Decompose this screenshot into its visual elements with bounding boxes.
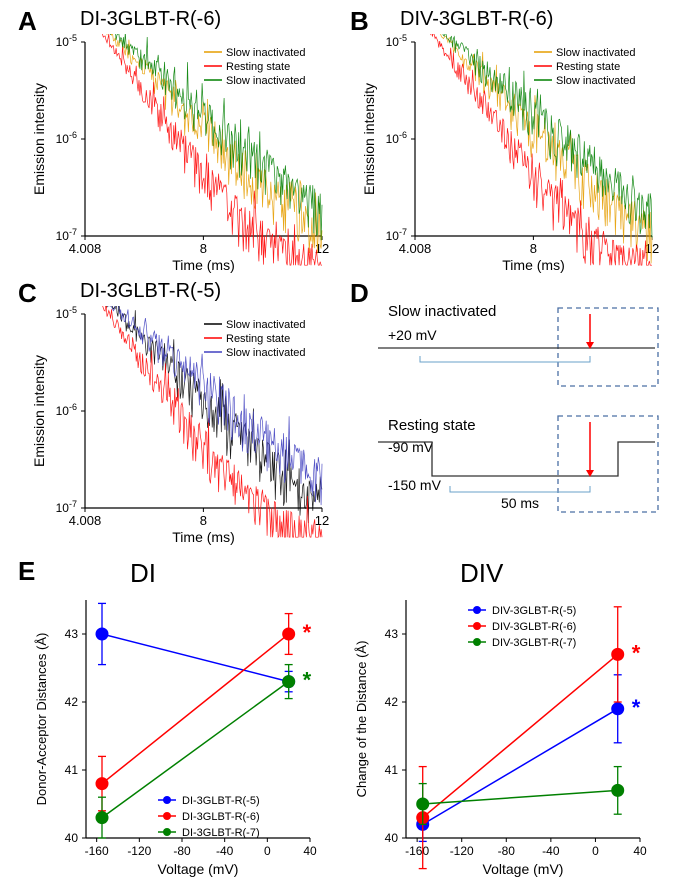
svg-text:*: * xyxy=(303,620,312,645)
svg-text:40: 40 xyxy=(633,844,647,858)
panel-c-title: DI-3GLBT-R(-5) xyxy=(80,280,221,303)
panel-label-e: E xyxy=(18,556,35,587)
svg-text:Time (ms): Time (ms) xyxy=(172,529,234,545)
svg-text:-40: -40 xyxy=(216,844,234,858)
svg-text:4.008: 4.008 xyxy=(69,241,102,256)
svg-text:-120: -120 xyxy=(127,844,151,858)
svg-text:DI-3GLBT-R(-6): DI-3GLBT-R(-6) xyxy=(182,811,260,823)
svg-text:DI-3GLBT-R(-7): DI-3GLBT-R(-7) xyxy=(182,827,260,839)
svg-text:8: 8 xyxy=(200,241,207,256)
svg-text:42: 42 xyxy=(65,695,79,709)
distance-chart-div: -160 -120 -80 -40 0 40 40 41 42 43 Voltage (mV) Cha… xyxy=(350,590,660,880)
panel-e-title-right: DIV xyxy=(460,558,503,589)
svg-text:Slow inactivated: Slow inactivated xyxy=(226,75,306,87)
panel-e-title-left: DI xyxy=(130,558,156,589)
svg-text:Emission intensity: Emission intensity xyxy=(31,83,47,195)
svg-text:DIV-3GLBT-R(-5): DIV-3GLBT-R(-5) xyxy=(492,605,576,617)
svg-text:*: * xyxy=(632,695,641,720)
svg-text:10-5: 10-5 xyxy=(56,34,77,49)
svg-text:40: 40 xyxy=(385,831,399,845)
svg-text:Resting state: Resting state xyxy=(226,61,290,73)
svg-text:Emission intensity: Emission intensity xyxy=(31,355,47,467)
svg-text:-80: -80 xyxy=(498,844,516,858)
svg-text:Emission intensity: Emission intensity xyxy=(361,83,377,195)
svg-text:8: 8 xyxy=(200,513,207,528)
svg-text:43: 43 xyxy=(385,627,399,641)
svg-text:Slow inactivated: Slow inactivated xyxy=(226,319,306,331)
svg-text:Change of the Distance (Å): Change of the Distance (Å) xyxy=(354,641,369,798)
svg-text:Donor-Acceptor Distances (Å): Donor-Acceptor Distances (Å) xyxy=(34,633,49,806)
svg-text:-120: -120 xyxy=(450,844,474,858)
svg-text:0: 0 xyxy=(264,844,271,858)
svg-text:41: 41 xyxy=(65,763,79,777)
svg-text:43: 43 xyxy=(65,627,79,641)
svg-text:10-6: 10-6 xyxy=(386,130,407,146)
panel-label-b: B xyxy=(350,6,369,37)
svg-text:DI-3GLBT-R(-5): DI-3GLBT-R(-5) xyxy=(182,795,260,807)
distance-chart-di: -160 -120 -80 -40 0 40 40 41 42 43 Voltage (mV) Don… xyxy=(30,590,330,880)
svg-text:Slow inactivated: Slow inactivated xyxy=(388,303,496,320)
svg-text:-40: -40 xyxy=(542,844,560,858)
svg-text:Resting state: Resting state xyxy=(556,61,620,73)
panel-label-c: C xyxy=(18,278,37,309)
svg-text:Slow inactivated: Slow inactivated xyxy=(556,75,636,87)
svg-text:42: 42 xyxy=(385,695,399,709)
svg-text:Resting state: Resting state xyxy=(388,417,476,434)
svg-text:-150 mV: -150 mV xyxy=(388,477,442,493)
svg-text:Time (ms): Time (ms) xyxy=(502,257,564,273)
voltage-protocol-diagram: Slow inactivated+20 mVResting state-90 m… xyxy=(360,290,665,550)
svg-text:8: 8 xyxy=(530,241,537,256)
svg-text:41: 41 xyxy=(385,763,399,777)
decay-chart-b: 10-710-610-54.008812Time (ms)Emission in… xyxy=(360,34,660,274)
svg-text:-80: -80 xyxy=(173,844,191,858)
svg-text:40: 40 xyxy=(65,831,79,845)
decay-chart-a: 10-710-610-54.008812Time (ms)Emission in… xyxy=(30,34,330,274)
svg-text:10-6: 10-6 xyxy=(56,130,77,146)
svg-text:4.008: 4.008 xyxy=(399,241,432,256)
svg-text:*: * xyxy=(303,668,312,693)
svg-text:40: 40 xyxy=(303,844,317,858)
panel-label-a: A xyxy=(18,6,37,37)
svg-text:Slow inactivated: Slow inactivated xyxy=(226,347,306,359)
svg-text:DIV-3GLBT-R(-7): DIV-3GLBT-R(-7) xyxy=(492,637,576,649)
svg-text:10-5: 10-5 xyxy=(56,306,77,321)
svg-text:-160: -160 xyxy=(85,844,109,858)
panel-b-title: DIV-3GLBT-R(-6) xyxy=(400,8,553,31)
svg-text:Slow inactivated: Slow inactivated xyxy=(556,47,636,59)
svg-text:50 ms: 50 ms xyxy=(501,495,539,511)
decay-chart-c: 10-710-610-54.008812Time (ms)Emission in… xyxy=(30,306,330,546)
svg-text:Resting state: Resting state xyxy=(226,333,290,345)
svg-text:Slow inactivated: Slow inactivated xyxy=(226,47,306,59)
svg-text:10-6: 10-6 xyxy=(56,402,77,418)
svg-text:*: * xyxy=(632,640,641,665)
svg-text:4.008: 4.008 xyxy=(69,513,102,528)
svg-text:Time (ms): Time (ms) xyxy=(172,257,234,273)
svg-text:Voltage (mV): Voltage (mV) xyxy=(158,861,239,877)
svg-text:DIV-3GLBT-R(-6): DIV-3GLBT-R(-6) xyxy=(492,621,576,633)
svg-text:+20 mV: +20 mV xyxy=(388,327,437,343)
svg-text:Voltage (mV): Voltage (mV) xyxy=(483,861,564,877)
svg-text:10-5: 10-5 xyxy=(386,34,407,49)
svg-text:-160: -160 xyxy=(405,844,429,858)
panel-a-title: DI-3GLBT-R(-6) xyxy=(80,8,221,31)
svg-text:0: 0 xyxy=(592,844,599,858)
svg-text:12: 12 xyxy=(315,513,329,528)
